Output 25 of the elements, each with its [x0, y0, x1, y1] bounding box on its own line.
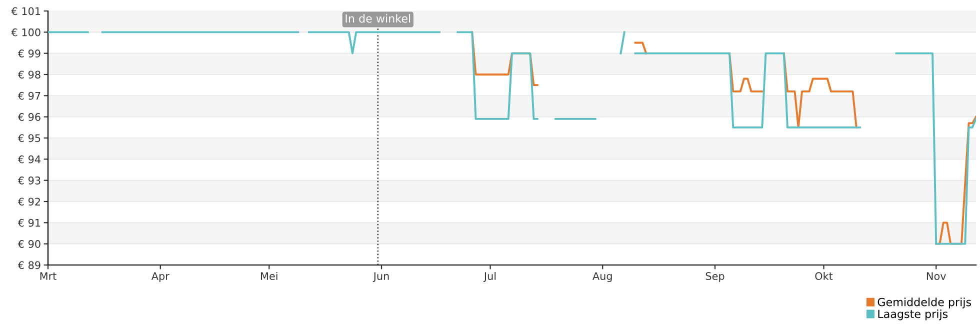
y-tick-label: € 99: [18, 50, 40, 58]
ref-line-label: In de winkel: [346, 14, 410, 23]
x-tick-label: Nov: [926, 272, 946, 280]
x-tick-label: Apr: [151, 272, 170, 282]
y-tick-label: € 98: [18, 70, 40, 79]
y-tick-label: € 93: [18, 176, 40, 184]
x-tick-label: Aug: [592, 272, 612, 282]
y-tick-label: € 95: [18, 134, 40, 142]
y-tick-label: € 101: [11, 7, 40, 16]
legend-label: Laagste prijs: [878, 309, 948, 320]
y-tick-label: € 100: [11, 28, 40, 36]
legend-label: Gemiddelde prijs: [878, 298, 972, 308]
x-tick-label: Jul: [483, 272, 496, 282]
y-tick-label: € 89: [18, 261, 40, 270]
x-tick-label: Jun: [372, 272, 389, 282]
y-tick-label: € 97: [18, 92, 40, 100]
x-tick-label: Sep: [706, 272, 724, 282]
y-tick-label: € 90: [18, 240, 40, 248]
x-tick-label: Mrt: [40, 272, 56, 280]
y-tick-label: € 94: [18, 155, 40, 164]
y-tick-label: € 92: [18, 198, 40, 206]
x-tick-label: Mei: [261, 272, 278, 280]
y-tick-label: € 91: [18, 218, 40, 227]
x-tick-label: Okt: [815, 272, 833, 280]
y-tick-label: € 96: [18, 113, 40, 121]
